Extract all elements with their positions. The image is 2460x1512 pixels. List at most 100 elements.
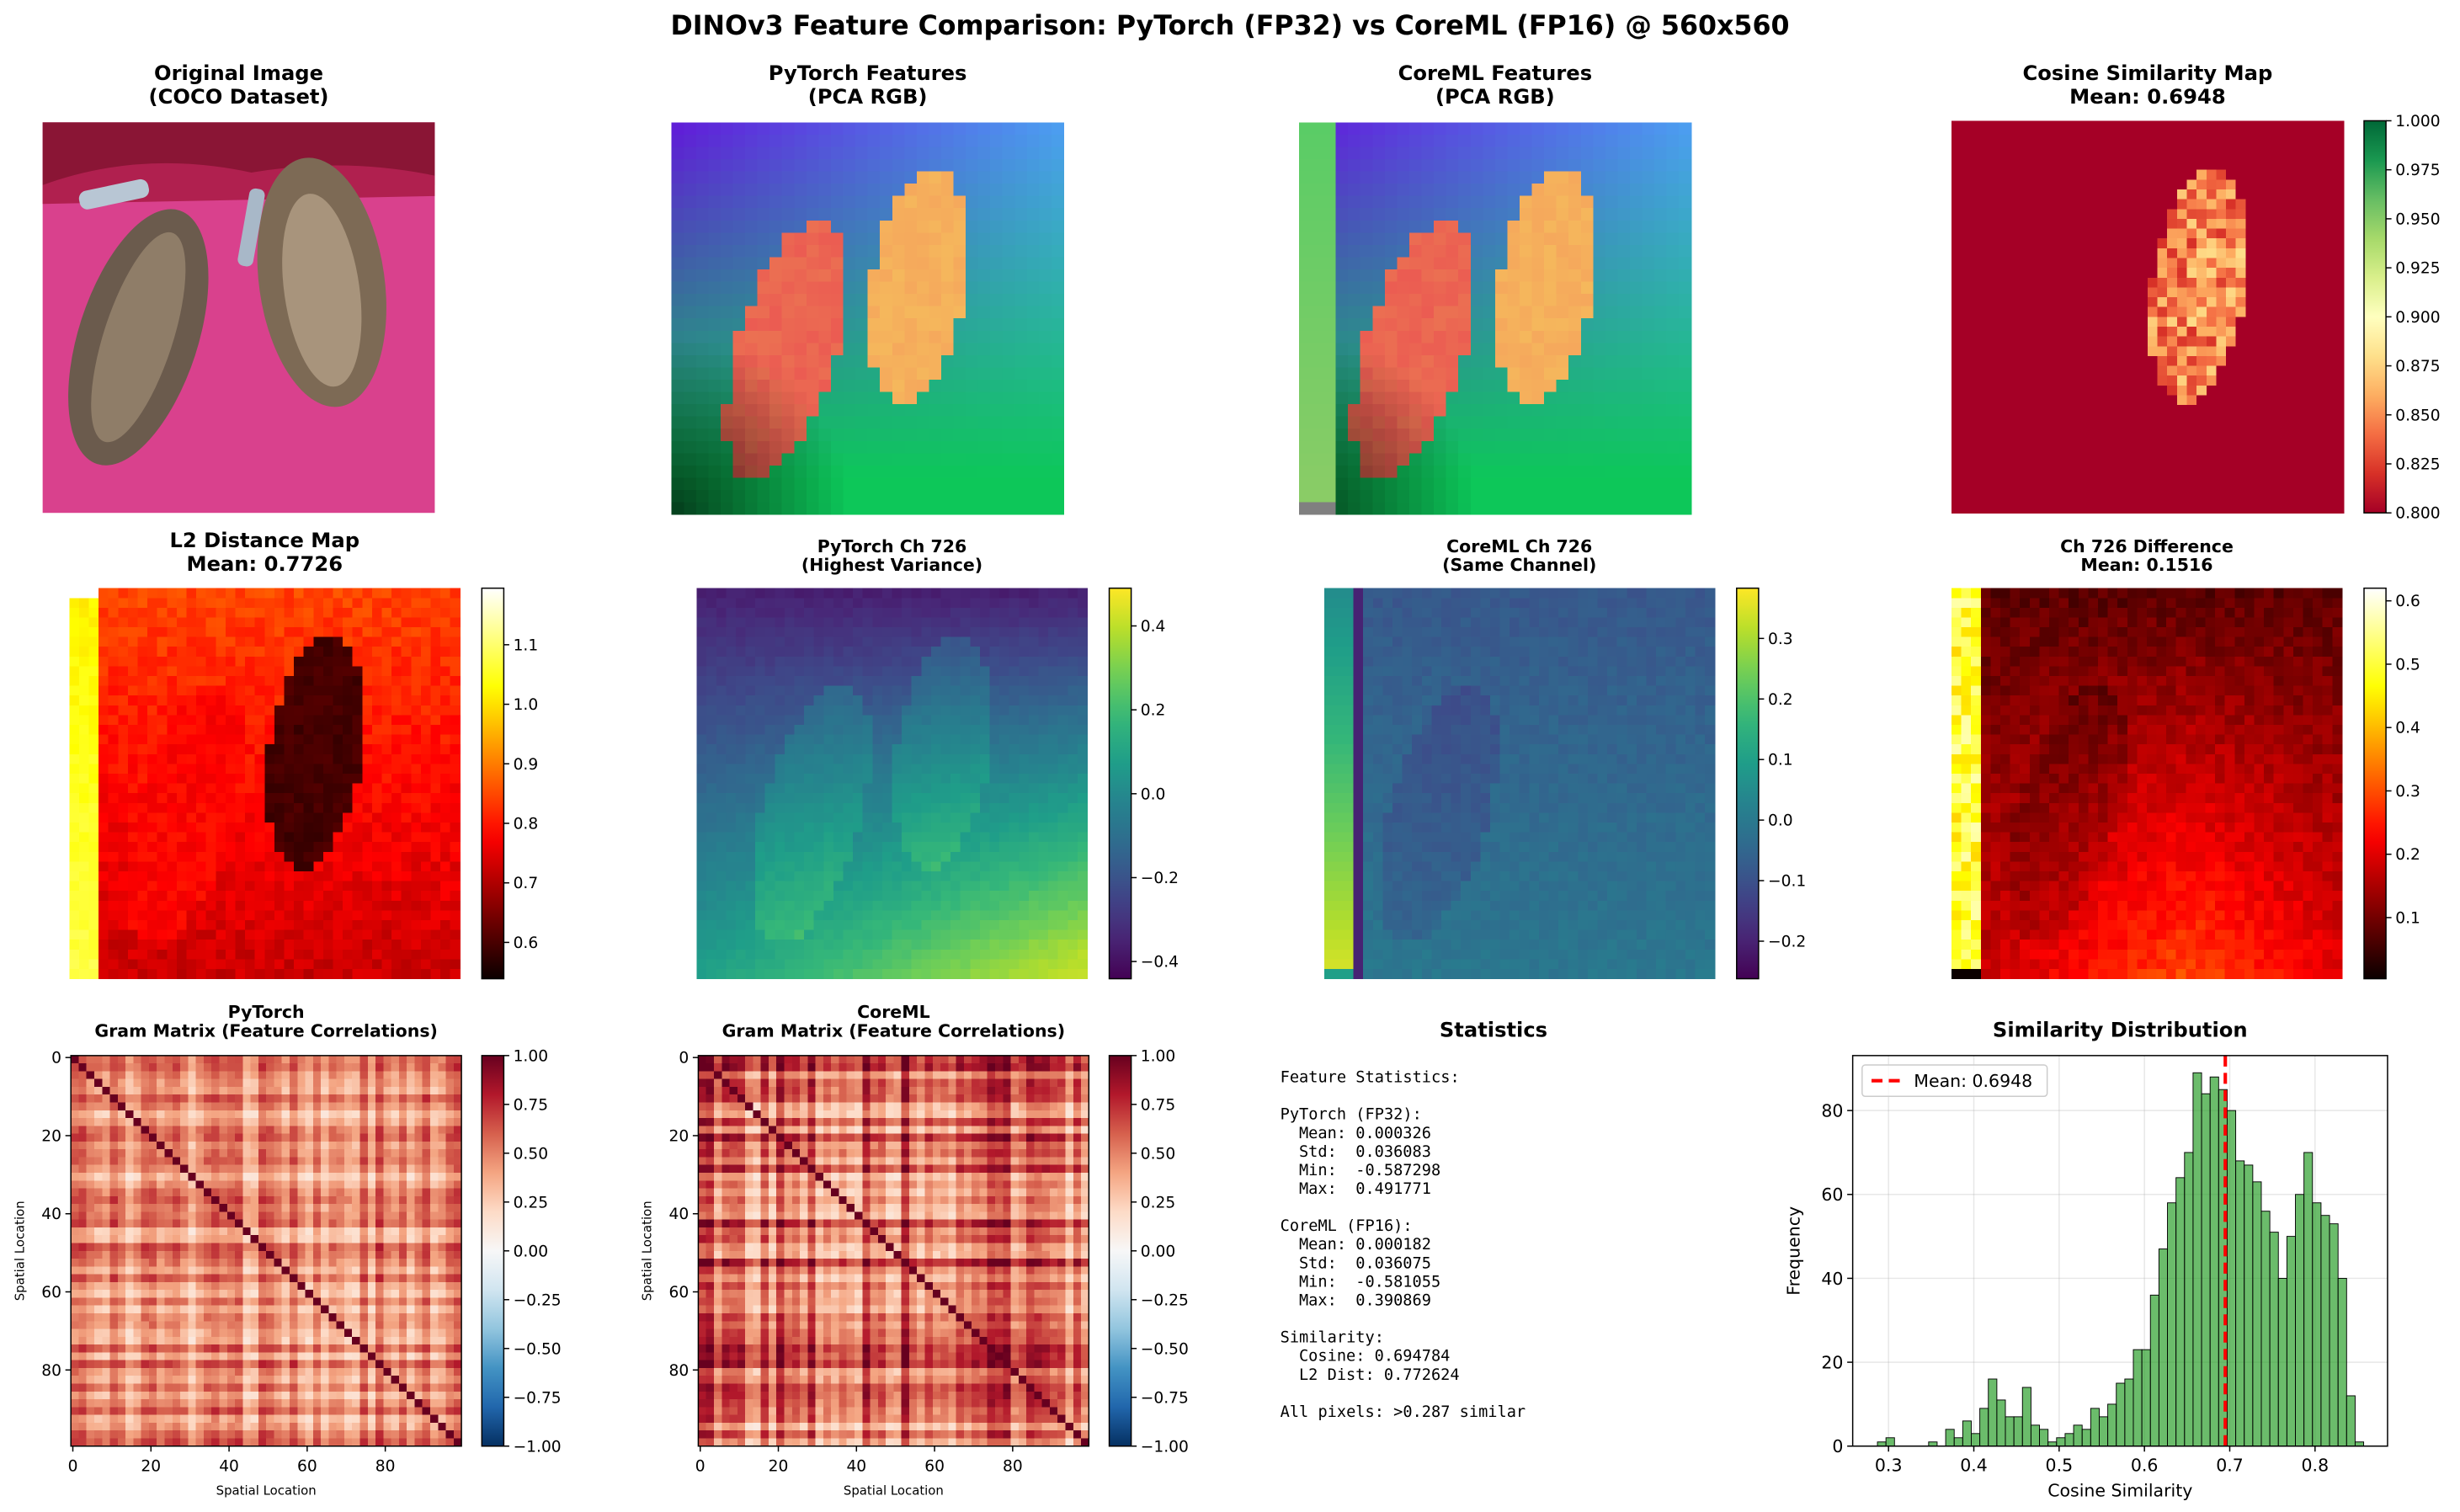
heatmap-cell [2039, 130, 2051, 141]
heatmap-cell [2108, 287, 2119, 298]
heatmap-cell [769, 343, 783, 356]
heatmap-cell [2294, 424, 2305, 435]
heatmap-cell [2284, 199, 2296, 210]
heatmap-cell [2020, 169, 2031, 180]
heatmap-cell [1568, 134, 1582, 148]
heatmap-cell [1311, 429, 1324, 442]
heatmap-cell [2294, 483, 2305, 494]
heatmap-cell [695, 269, 710, 283]
heatmap-cell [745, 477, 759, 491]
heatmap-cell [2167, 336, 2178, 347]
heatmap-cell [2245, 375, 2256, 386]
heatmap-cell [2030, 424, 2041, 435]
heatmap-cell [1408, 158, 1423, 173]
heatmap-cell [1593, 440, 1606, 454]
heatmap-cell [1556, 330, 1569, 343]
heatmap-cell [2167, 483, 2178, 494]
heatmap-cell [1544, 306, 1557, 319]
heatmap-cell [892, 429, 905, 442]
heatmap-cell [235, 715, 246, 726]
heatmap-cell [381, 764, 392, 775]
heatmap-cell [2147, 355, 2159, 367]
heatmap-cell [2049, 473, 2060, 484]
heatmap-cell [235, 617, 246, 628]
heatmap-cell [450, 802, 461, 814]
heatmap-cell [2069, 375, 2080, 386]
heatmap-cell [420, 647, 432, 658]
heatmap-cell [274, 822, 285, 833]
heatmap-cell [2284, 228, 2296, 239]
heatmap-cell [2314, 169, 2325, 180]
heatmap-cell [732, 367, 746, 381]
heatmap-cell [1654, 208, 1668, 221]
heatmap-cell [1494, 453, 1509, 466]
heatmap-cell [99, 753, 109, 765]
heatmap-cell [916, 440, 930, 454]
heatmap-cell [2039, 492, 2051, 504]
heatmap-cell [313, 656, 324, 668]
panel-title: PyTorch Features [769, 61, 967, 85]
heatmap-cell [99, 588, 109, 599]
heatmap-cell [1961, 454, 1972, 465]
heatmap-cell [966, 257, 979, 270]
heatmap-cell [1990, 464, 2001, 475]
heatmap-cell [2089, 189, 2100, 200]
heatmap-cell [794, 477, 807, 491]
heatmap-cell [303, 617, 314, 628]
heatmap-cell [196, 764, 207, 775]
heatmap-cell [1961, 365, 1972, 376]
heatmap-cell [2186, 326, 2197, 338]
heatmap-cell [2117, 287, 2129, 298]
heatmap-cell [781, 244, 795, 258]
heatmap-cell [1990, 473, 2001, 484]
heatmap-cell [1971, 189, 1982, 200]
heatmap-cell [892, 220, 905, 233]
heatmap-cell [108, 666, 119, 677]
heatmap-cell [708, 158, 721, 173]
heatmap-cell [1556, 208, 1569, 221]
colorbar-tick-label: 0.825 [2395, 456, 2440, 474]
heatmap-cell [108, 627, 119, 638]
heatmap-cell [2324, 277, 2335, 289]
heatmap-cell [2265, 120, 2276, 131]
heatmap-cell [245, 636, 256, 647]
heatmap-cell [343, 666, 354, 677]
heatmap-cell [2020, 179, 2031, 190]
heatmap-cell [2059, 169, 2070, 180]
heatmap-cell [2206, 414, 2218, 426]
heatmap-cell [1654, 294, 1668, 307]
heatmap-cell [1980, 317, 1992, 327]
heatmap-cell [2255, 238, 2266, 249]
heatmap-cell [2176, 199, 2188, 210]
heatmap-cell [99, 617, 109, 628]
heatmap-cell [1311, 477, 1324, 491]
heatmap-cell [1961, 199, 1972, 210]
heatmap-cell [225, 627, 237, 638]
heatmap-cell [411, 685, 422, 696]
heatmap-cell [2226, 503, 2237, 514]
heatmap-cell [818, 416, 832, 429]
heatmap-cell [1556, 429, 1569, 442]
heatmap-cell [2275, 444, 2286, 455]
heatmap-cell [2314, 209, 2325, 220]
heatmap-cell [2127, 473, 2138, 484]
heatmap-cell [1568, 379, 1582, 393]
heatmap-cell [2010, 209, 2021, 220]
heatmap-cell [225, 607, 237, 619]
heatmap-cell [2294, 209, 2305, 220]
heatmap-cell [2314, 258, 2325, 269]
heatmap-cell [2216, 140, 2227, 152]
heatmap-cell [977, 391, 991, 405]
heatmap-cell [708, 171, 721, 184]
heatmap-cell [830, 318, 844, 332]
heatmap-cell [2147, 228, 2159, 239]
heatmap-cell [2049, 297, 2060, 308]
heatmap-cell [1372, 477, 1386, 491]
heatmap-cell [1507, 477, 1520, 491]
heatmap-cell [1654, 489, 1668, 503]
heatmap-cell [695, 354, 710, 369]
heatmap-cell [362, 607, 373, 619]
heatmap-cell [1990, 287, 2001, 298]
heatmap-cell [127, 666, 139, 677]
heatmap-cell [216, 734, 226, 745]
